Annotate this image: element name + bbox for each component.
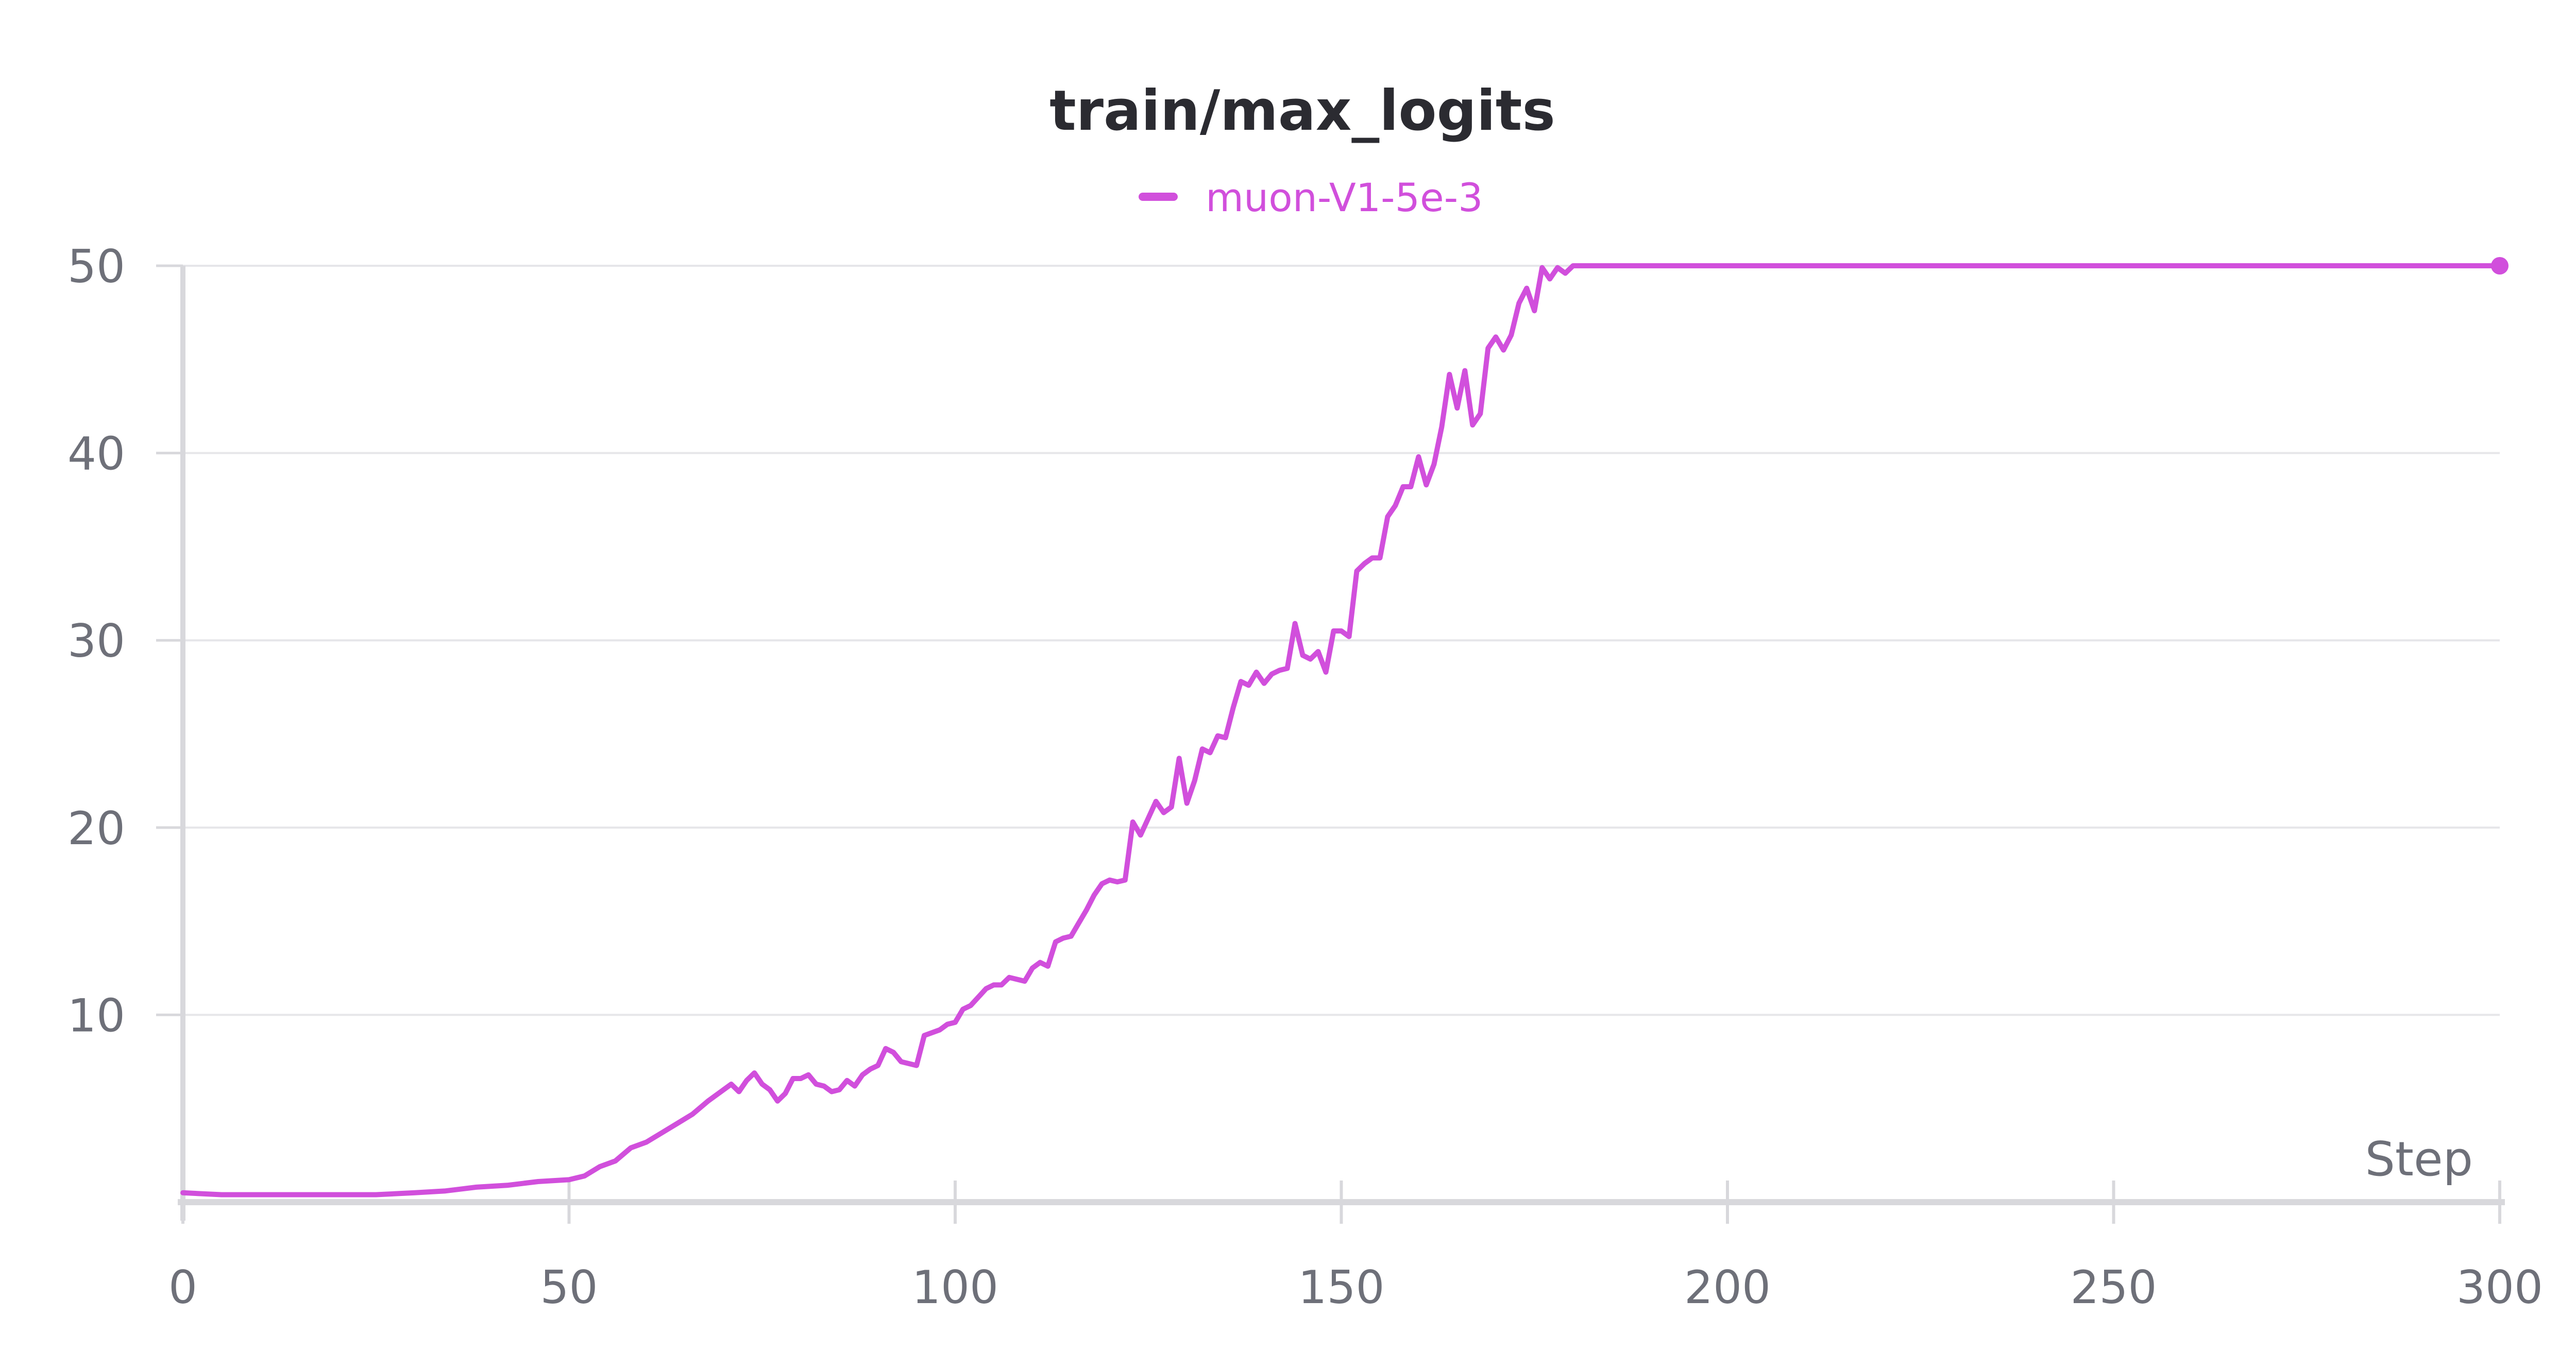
y-tick-label-40: 40	[67, 427, 125, 481]
x-axis-ticks: 0 50 100 150 200 250 300	[168, 1181, 2543, 1314]
x-tick-label-150: 150	[1298, 1261, 1385, 1314]
x-tick-label-300: 300	[2456, 1261, 2543, 1314]
y-tick-label-50: 50	[67, 240, 125, 293]
legend[interactable]: muon-V1-5e-3	[1139, 175, 1483, 220]
x-tick-label-250: 250	[2071, 1261, 2157, 1314]
axes	[178, 266, 2505, 1221]
x-tick-label-200: 200	[1684, 1261, 1771, 1314]
y-axis-ticks: 10 20 30 40 50	[67, 240, 183, 1042]
chart-title: train/max_logits	[1049, 79, 1555, 143]
y-tick-label-30: 30	[67, 614, 125, 668]
y-tick-label-10: 10	[67, 989, 125, 1042]
gridlines	[183, 265, 2500, 1016]
legend-label: muon-V1-5e-3	[1206, 175, 1483, 220]
x-axis-label: Step	[2365, 1132, 2473, 1187]
x-tick-label-50: 50	[540, 1261, 598, 1314]
x-tick-label-100: 100	[912, 1261, 998, 1314]
series-end-point[interactable]	[2491, 257, 2509, 275]
series-line-muon-V1-5e-3[interactable]	[180, 263, 2502, 1198]
x-tick-label-0: 0	[168, 1261, 197, 1314]
y-tick-label-20: 20	[67, 802, 125, 855]
legend-swatch	[1139, 193, 1178, 201]
